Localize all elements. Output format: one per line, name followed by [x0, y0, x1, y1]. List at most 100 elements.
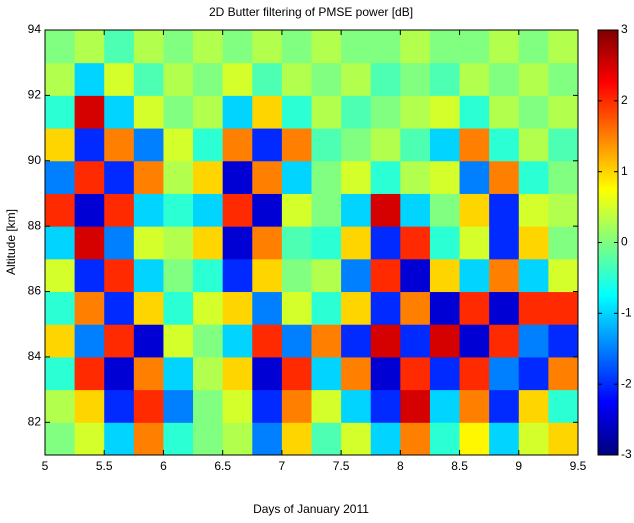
heat-cell — [459, 193, 490, 227]
colorbar-tick-label: 0 — [621, 235, 628, 249]
heat-cell — [193, 95, 224, 129]
heat-cell — [104, 291, 135, 325]
heat-cell — [252, 324, 283, 358]
heat-cell — [311, 226, 342, 260]
heat-cell — [370, 356, 401, 391]
heat-cell — [489, 160, 520, 194]
heat-cell — [400, 30, 431, 64]
colorbar-tick-label: 3 — [621, 22, 628, 36]
heat-cell — [459, 95, 490, 129]
heat-cell — [104, 128, 135, 162]
heat-cell — [281, 422, 312, 455]
heat-cell — [518, 291, 549, 325]
heat-cell — [459, 324, 490, 358]
heat-cell — [400, 291, 431, 325]
heat-cell — [163, 160, 194, 194]
heat-cell — [193, 160, 224, 194]
heat-cell — [370, 95, 401, 129]
heat-cell — [429, 324, 461, 358]
heat-cell — [429, 193, 461, 227]
heat-cell — [489, 193, 520, 227]
heat-cell — [222, 356, 253, 391]
heat-cell — [341, 226, 372, 260]
x-tick-label: 9.5 — [570, 459, 587, 473]
heat-cell — [311, 128, 342, 162]
heat-cell — [133, 62, 164, 96]
heat-cell — [548, 291, 578, 325]
heat-cell — [45, 160, 76, 194]
heat-cell — [429, 30, 461, 64]
heat-cell — [74, 258, 105, 293]
heat-cell — [45, 128, 76, 162]
heat-cell — [489, 128, 520, 162]
x-tick-label: 7 — [279, 459, 286, 473]
heat-cell — [133, 226, 164, 260]
heat-cell — [133, 30, 164, 64]
heat-cell — [133, 128, 164, 162]
heat-cell — [311, 30, 342, 64]
heat-cell — [281, 193, 312, 227]
heat-cell — [74, 291, 105, 325]
heat-cell — [104, 389, 135, 423]
plot-frame — [44, 29, 579, 456]
heat-cell — [548, 128, 578, 162]
heat-cell — [459, 160, 490, 194]
heat-cell — [459, 128, 490, 162]
heat-cell — [163, 62, 194, 96]
heat-cell — [548, 30, 578, 64]
heat-cell — [459, 62, 490, 96]
heat-cell — [459, 422, 490, 455]
heat-cell — [341, 422, 372, 455]
heat-cell — [370, 258, 401, 293]
heat-cell — [222, 62, 253, 96]
heat-cell — [281, 324, 312, 358]
heat-cell — [548, 422, 578, 455]
heat-cell — [252, 258, 283, 293]
heat-cell — [222, 30, 253, 64]
heat-cell — [193, 193, 224, 227]
heat-cell — [104, 30, 135, 64]
heat-cell — [74, 389, 105, 423]
heat-cell — [489, 62, 520, 96]
heat-cell — [163, 226, 194, 260]
heat-cell — [518, 193, 549, 227]
heat-cell — [400, 95, 431, 129]
heat-cell — [133, 324, 164, 358]
heat-cell — [548, 258, 578, 293]
heat-cell — [163, 30, 194, 64]
heat-cell — [429, 160, 461, 194]
heat-cell — [222, 324, 253, 358]
heat-cell — [45, 95, 76, 129]
heat-cell — [222, 193, 253, 227]
colorbar-tick-label: -1 — [621, 306, 632, 320]
heat-cell — [459, 291, 490, 325]
heat-cell — [163, 193, 194, 227]
heat-cell — [489, 258, 520, 293]
heat-cell — [74, 422, 105, 455]
heat-cell — [281, 258, 312, 293]
heat-cell — [222, 389, 253, 423]
heat-cell — [429, 62, 461, 96]
heat-cell — [400, 258, 431, 293]
colorbar-tick-label: 1 — [621, 164, 628, 178]
heat-cell — [74, 62, 105, 96]
heat-cell — [281, 160, 312, 194]
colorbar-tick-label: 2 — [621, 93, 628, 107]
heat-cell — [370, 193, 401, 227]
heat-cell — [163, 324, 194, 358]
heat-cell — [311, 95, 342, 129]
heat-cell — [45, 291, 76, 325]
heat-cell — [252, 95, 283, 129]
heat-cell — [459, 30, 490, 64]
heat-cell — [518, 226, 549, 260]
heat-cell — [74, 356, 105, 391]
heat-cell — [133, 291, 164, 325]
x-tick-label: 5.5 — [96, 459, 113, 473]
heat-cell — [163, 389, 194, 423]
heat-cell — [193, 30, 224, 64]
heat-cell — [429, 291, 461, 325]
heat-cell — [45, 356, 76, 391]
heat-cell — [518, 160, 549, 194]
heat-cell — [429, 226, 461, 260]
heat-cell — [252, 128, 283, 162]
